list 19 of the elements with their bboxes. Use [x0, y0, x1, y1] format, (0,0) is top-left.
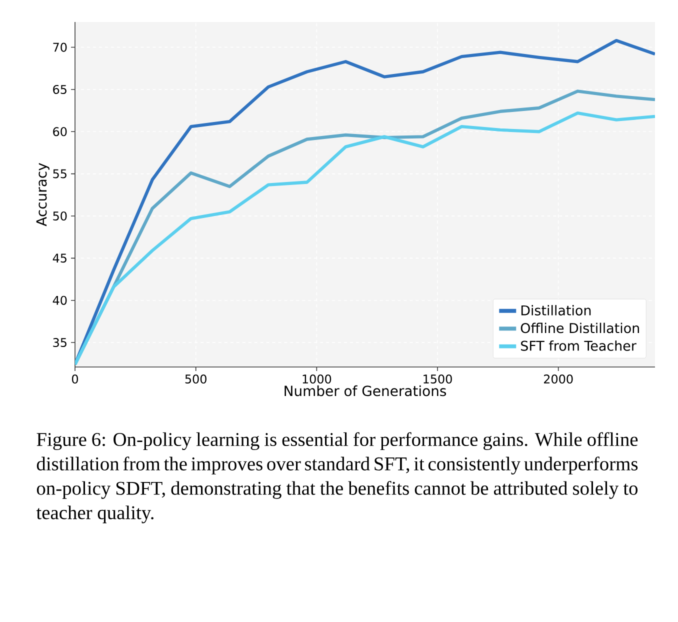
x-axis-title: Number of Generations [284, 385, 446, 396]
y-axis-title: Accuracy [36, 163, 50, 226]
x-tick-label: 2000 [544, 374, 573, 384]
y-tick-label: 50 [53, 211, 67, 221]
legend-label: SFT from Teacher [521, 340, 636, 351]
y-tick-label: 70 [53, 42, 67, 52]
x-tick-label: 1000 [302, 374, 332, 384]
legend-label: Offline Distillation [520, 322, 639, 334]
legend-label: Distillation [521, 305, 591, 316]
y-tick-label: 35 [53, 338, 66, 348]
x-tick-label: 0 [72, 374, 78, 384]
y-tick-label: 65 [53, 84, 66, 94]
x-tick-label: 1500 [424, 374, 452, 384]
x-tick-label: 500 [185, 374, 206, 384]
y-tick-label: 45 [52, 254, 66, 263]
y-tick-label: 60 [53, 127, 67, 136]
y-tick-label: 55 [53, 169, 66, 178]
y-tick-label: 40 [52, 296, 67, 305]
caption: Figure 6: On-policy learning is essential for performance gains. While offline distillation from the improves over standard SFT, it consistently underperforms on-policy SDFT, demonstrating that the benefits cannot be attributed solely to teacher quality. [36, 432, 638, 524]
